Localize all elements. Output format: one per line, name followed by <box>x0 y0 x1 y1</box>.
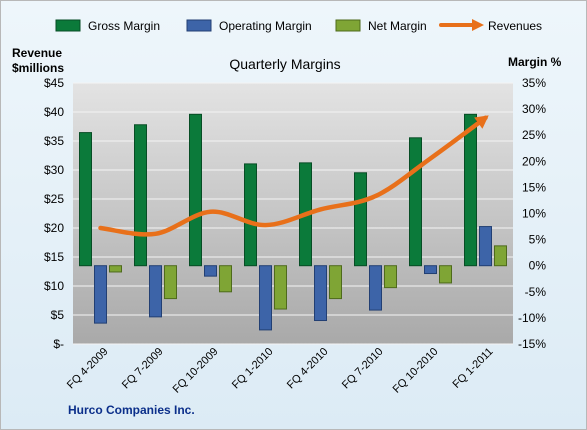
left-tick-label: $35 <box>44 134 64 148</box>
bar-gross-margin <box>244 163 257 267</box>
legend-swatch-operating-margin <box>186 19 212 32</box>
right-tick-label: 25% <box>522 128 546 142</box>
bar-net-margin <box>439 265 452 284</box>
legend-swatch-gross-margin <box>55 19 81 32</box>
bar-operating-margin <box>479 226 492 267</box>
left-tick-label: $20 <box>44 221 64 235</box>
left-axis-title-line1: Revenue <box>12 46 62 60</box>
left-tick-label: $5 <box>51 308 65 322</box>
legend-swatch-net-margin <box>335 19 361 32</box>
bar-gross-margin <box>354 172 367 267</box>
legend-label-revenues: Revenues <box>488 19 542 33</box>
left-tick-label: $40 <box>44 105 64 119</box>
left-tick-label: $15 <box>44 250 64 264</box>
bar-operating-margin <box>259 265 272 331</box>
left-axis-title-line2: $millions <box>12 61 64 75</box>
right-tick-label: -10% <box>518 311 546 325</box>
legend-label-operating-margin: Operating Margin <box>219 19 312 33</box>
category-label: FQ 1-2010 <box>230 346 276 392</box>
legend-item-operating-margin: Operating Margin <box>186 19 312 33</box>
left-tick-label: $25 <box>44 192 64 206</box>
category-axis-ticks: FQ 4-2009 FQ 7-2009 FQ 10-2009 FQ 1-2010 FQ … <box>65 346 496 396</box>
revenue-line-arrowhead <box>474 115 489 129</box>
category-label: FQ 7-2010 <box>340 346 386 392</box>
category-label: FQ 1-2011 <box>451 346 496 391</box>
legend: Gross Margin Operating Margin Net Margin… <box>55 19 542 33</box>
bar-net-margin <box>384 265 397 289</box>
left-axis-ticks: $- $5 $10 $15 $20 $25 $30 $35 $40 $45 <box>44 76 64 351</box>
category-label: FQ 10-2010 <box>391 346 441 396</box>
legend-item-revenues: Revenues <box>439 19 542 33</box>
legend-item-gross-margin: Gross Margin <box>55 19 160 33</box>
bar-gross-margin <box>189 113 202 267</box>
right-tick-label: 20% <box>522 154 546 168</box>
bar-gross-margin <box>79 132 92 267</box>
right-tick-label: -15% <box>518 337 546 351</box>
legend-arrowhead <box>472 19 484 31</box>
bar-operating-margin <box>149 265 162 318</box>
left-tick-label: $45 <box>44 76 64 90</box>
left-tick-label: $- <box>53 337 64 351</box>
bar-net-margin <box>274 265 287 310</box>
right-tick-label: -5% <box>525 285 547 299</box>
category-label: FQ 4-2010 <box>285 346 331 392</box>
bar-gross-margin <box>409 137 422 267</box>
right-tick-label: 0% <box>529 259 547 273</box>
legend-label-net-margin: Net Margin <box>368 19 427 33</box>
legend-label-gross-margin: Gross Margin <box>88 19 160 33</box>
bar-gross-margin <box>464 113 477 267</box>
left-axis-title: Revenue $millions <box>12 46 64 75</box>
left-tick-label: $10 <box>44 279 64 293</box>
bar-net-margin <box>219 265 232 293</box>
right-tick-label: 35% <box>522 76 546 90</box>
category-label: FQ 4-2009 <box>65 346 111 392</box>
left-tick-label: $30 <box>44 163 64 177</box>
chart-title: Quarterly Margins <box>229 56 340 72</box>
bar-operating-margin <box>369 265 382 311</box>
right-tick-label: 30% <box>522 102 546 116</box>
right-tick-label: 15% <box>522 180 546 194</box>
right-axis-ticks: -15% -10% -5% 0% 5% 10% 15% 20% 25% 30% 35% <box>518 76 546 351</box>
right-tick-label: 5% <box>529 233 547 247</box>
bar-gross-margin <box>134 124 147 267</box>
right-axis-title: Margin % <box>508 55 562 69</box>
revenue-line-series <box>98 115 489 237</box>
bar-net-margin <box>494 245 507 267</box>
revenue-line <box>98 115 488 237</box>
category-label: FQ 10-2009 <box>171 346 221 396</box>
right-tick-label: 10% <box>522 207 546 221</box>
bar-operating-margin <box>204 265 217 277</box>
footer-company-name: Hurco Companies Inc. <box>68 403 195 417</box>
bar-net-margin <box>109 265 122 273</box>
bar-operating-margin <box>314 265 327 322</box>
bar-operating-margin <box>94 265 107 324</box>
bar-net-margin <box>164 265 177 300</box>
legend-item-net-margin: Net Margin <box>335 19 427 33</box>
category-label: FQ 7-2009 <box>120 346 166 392</box>
bar-net-margin <box>329 265 342 300</box>
bar-operating-margin <box>424 265 437 275</box>
